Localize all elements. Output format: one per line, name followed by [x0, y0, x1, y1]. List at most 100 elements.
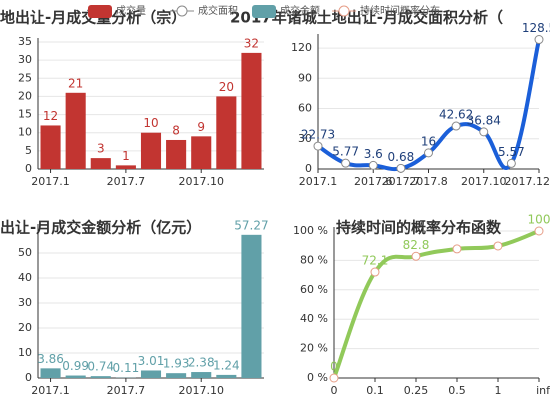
x-tick-label: 0.5: [448, 384, 466, 397]
chart-title: 出让-月成交金额分析（亿元）: [0, 219, 201, 237]
chart-title: 2017年诸城土地出让-月成交面积分析（: [230, 9, 503, 27]
point: [411, 251, 421, 261]
point: [479, 127, 489, 137]
data-label: 32: [244, 36, 259, 50]
bar: [166, 139, 187, 169]
y-tick-label: 30: [298, 132, 312, 145]
data-label: 42.62: [439, 108, 473, 122]
point: [424, 148, 433, 158]
y-tick-label: 35: [18, 35, 32, 48]
x-tick-label: 0.1: [366, 384, 384, 397]
data-label: 3: [97, 142, 105, 156]
data-label: 0.11: [113, 361, 140, 375]
x-tick-label: 0.25: [404, 384, 429, 397]
x-tick-label: 2017.1: [31, 175, 70, 188]
data-label: 10: [143, 116, 158, 130]
data-label: 22.73: [301, 128, 335, 142]
data-label: 0.74: [87, 360, 114, 374]
data-label: 9: [197, 120, 205, 134]
chart-title: 持续时间的概率分布函数: [336, 219, 502, 237]
x-tick-label: 1: [495, 384, 502, 397]
bar: [40, 125, 61, 169]
y-tick-label: 40 %: [300, 312, 328, 325]
bar: [241, 234, 262, 378]
x-tick-label: 2017.10: [461, 175, 507, 188]
y-tick-label: 20: [18, 321, 32, 334]
y-tick-label: 60: [298, 102, 312, 115]
legend-icon: [88, 5, 112, 18]
bar: [191, 136, 212, 169]
data-label: 0: [330, 360, 338, 374]
y-tick-label: 60 %: [300, 283, 328, 296]
data-label: 128.5: [522, 21, 550, 35]
x-tick-label: 2017.1: [299, 175, 338, 188]
data-label: 21: [68, 76, 83, 90]
data-label: 2.38: [188, 356, 215, 370]
y-tick-label: 5: [25, 144, 32, 157]
legend-label: 成交金额: [280, 4, 320, 17]
y-tick-label: 100 %: [293, 224, 328, 237]
point: [370, 267, 380, 277]
data-label: 36.84: [467, 113, 501, 127]
data-label: 12: [43, 109, 58, 123]
y-tick-label: 0: [25, 162, 32, 175]
bar: [65, 375, 86, 378]
bar: [90, 158, 111, 169]
point: [493, 241, 503, 251]
data-label: 8: [172, 123, 180, 137]
y-tick-label: 10: [18, 346, 32, 359]
y-tick-label: 30: [18, 296, 32, 309]
point: [452, 244, 462, 254]
point: [341, 158, 351, 168]
y-tick-label: 10: [18, 126, 32, 139]
x-tick-label: inf: [536, 384, 550, 397]
bar: [90, 376, 111, 378]
bar: [241, 52, 262, 170]
point: [451, 121, 461, 131]
x-tick-label: 2017.7: [382, 175, 421, 188]
bar: [40, 368, 61, 378]
legend-label: 成交面积: [198, 4, 238, 17]
legend-label: 成交量: [116, 4, 146, 17]
data-label: 1.24: [213, 358, 240, 372]
data-label: 5.77: [332, 145, 359, 159]
y-tick-label: 50: [18, 246, 32, 259]
y-tick-label: 30: [18, 53, 32, 66]
chart: 0 % 20 % 40 % 60 % 80 % 100 % 0 0.1 0.25 0.5 1 inf 0…: [293, 213, 550, 398]
x-tick-label: 2017.1: [31, 384, 70, 397]
bar: [191, 372, 212, 378]
data-label: 16: [421, 134, 436, 148]
y-tick-label: 25: [18, 71, 32, 84]
bar: [166, 373, 187, 378]
x-tick-label: 2017.12: [505, 175, 550, 188]
data-label: 3.86: [37, 352, 64, 366]
data-label: 20: [219, 80, 234, 94]
legend-label: 持续时间概率分布: [360, 4, 440, 17]
y-tick-label: 20 %: [300, 342, 328, 355]
bar: [65, 92, 86, 169]
x-tick-label: 2017.8: [409, 175, 448, 188]
bar: [140, 370, 162, 378]
point: [534, 35, 544, 45]
legend-icon: [176, 5, 188, 17]
data-label: 100: [528, 213, 550, 227]
x-tick-label: 2017.10: [178, 384, 224, 397]
data-label: 82.8: [403, 238, 430, 252]
x-tick-label: 2017.6: [354, 175, 393, 188]
x-tick-label: 2017.7: [107, 384, 146, 397]
bar: [216, 374, 237, 378]
bar: [140, 132, 162, 169]
point: [368, 160, 378, 170]
legend-icon: [252, 5, 276, 18]
data-label: 0.99: [62, 359, 89, 373]
x-tick-label: 2017.10: [178, 175, 224, 188]
x-tick-label: 2017.7: [107, 175, 146, 188]
point: [313, 141, 323, 151]
y-tick-label: 80 %: [300, 253, 328, 266]
data-label: 1.93: [163, 357, 190, 371]
y-tick-label: 90: [298, 71, 312, 84]
data-label: 1: [122, 149, 130, 163]
